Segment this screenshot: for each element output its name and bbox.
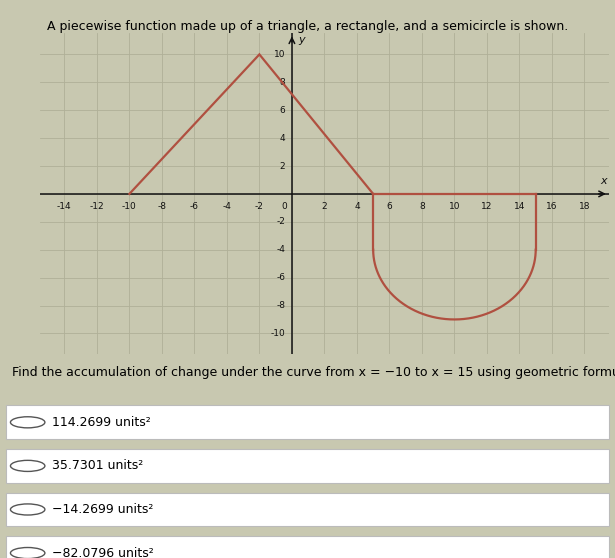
FancyBboxPatch shape bbox=[6, 493, 609, 526]
Text: 0: 0 bbox=[281, 202, 287, 211]
Text: −82.0796 units²: −82.0796 units² bbox=[52, 546, 154, 558]
FancyBboxPatch shape bbox=[6, 449, 609, 483]
Text: -4: -4 bbox=[223, 202, 231, 211]
Text: -10: -10 bbox=[271, 329, 285, 338]
Text: 18: 18 bbox=[579, 202, 590, 211]
Text: 8: 8 bbox=[419, 202, 425, 211]
Text: 4: 4 bbox=[354, 202, 360, 211]
Text: 2: 2 bbox=[280, 161, 285, 171]
Text: 6: 6 bbox=[387, 202, 392, 211]
Text: -2: -2 bbox=[255, 202, 264, 211]
Text: -6: -6 bbox=[276, 273, 285, 282]
Text: 14: 14 bbox=[514, 202, 525, 211]
Text: 10: 10 bbox=[449, 202, 460, 211]
Text: 2: 2 bbox=[322, 202, 327, 211]
Text: -4: -4 bbox=[277, 245, 285, 254]
Text: A piecewise function made up of a triangle, a rectangle, and a semicircle is sho: A piecewise function made up of a triang… bbox=[47, 20, 568, 32]
Text: Find the accumulation of change under the curve from x = −10 to x = 15 using geo: Find the accumulation of change under th… bbox=[12, 366, 615, 379]
Text: -6: -6 bbox=[190, 202, 199, 211]
Text: y: y bbox=[298, 35, 305, 45]
Text: 35.7301 units²: 35.7301 units² bbox=[52, 459, 143, 473]
Text: -10: -10 bbox=[122, 202, 137, 211]
Text: 12: 12 bbox=[482, 202, 493, 211]
Text: -14: -14 bbox=[57, 202, 72, 211]
Text: 6: 6 bbox=[280, 105, 285, 115]
Text: 4: 4 bbox=[280, 133, 285, 143]
Text: -8: -8 bbox=[276, 301, 285, 310]
FancyBboxPatch shape bbox=[6, 406, 609, 439]
Text: 114.2699 units²: 114.2699 units² bbox=[52, 416, 151, 429]
Text: 8: 8 bbox=[280, 78, 285, 87]
Text: -8: -8 bbox=[157, 202, 167, 211]
FancyBboxPatch shape bbox=[6, 536, 609, 558]
Text: -2: -2 bbox=[277, 217, 285, 227]
Text: 16: 16 bbox=[546, 202, 558, 211]
Text: x: x bbox=[601, 176, 607, 186]
Text: 10: 10 bbox=[274, 50, 285, 59]
Text: −14.2699 units²: −14.2699 units² bbox=[52, 503, 154, 516]
Text: -12: -12 bbox=[90, 202, 104, 211]
